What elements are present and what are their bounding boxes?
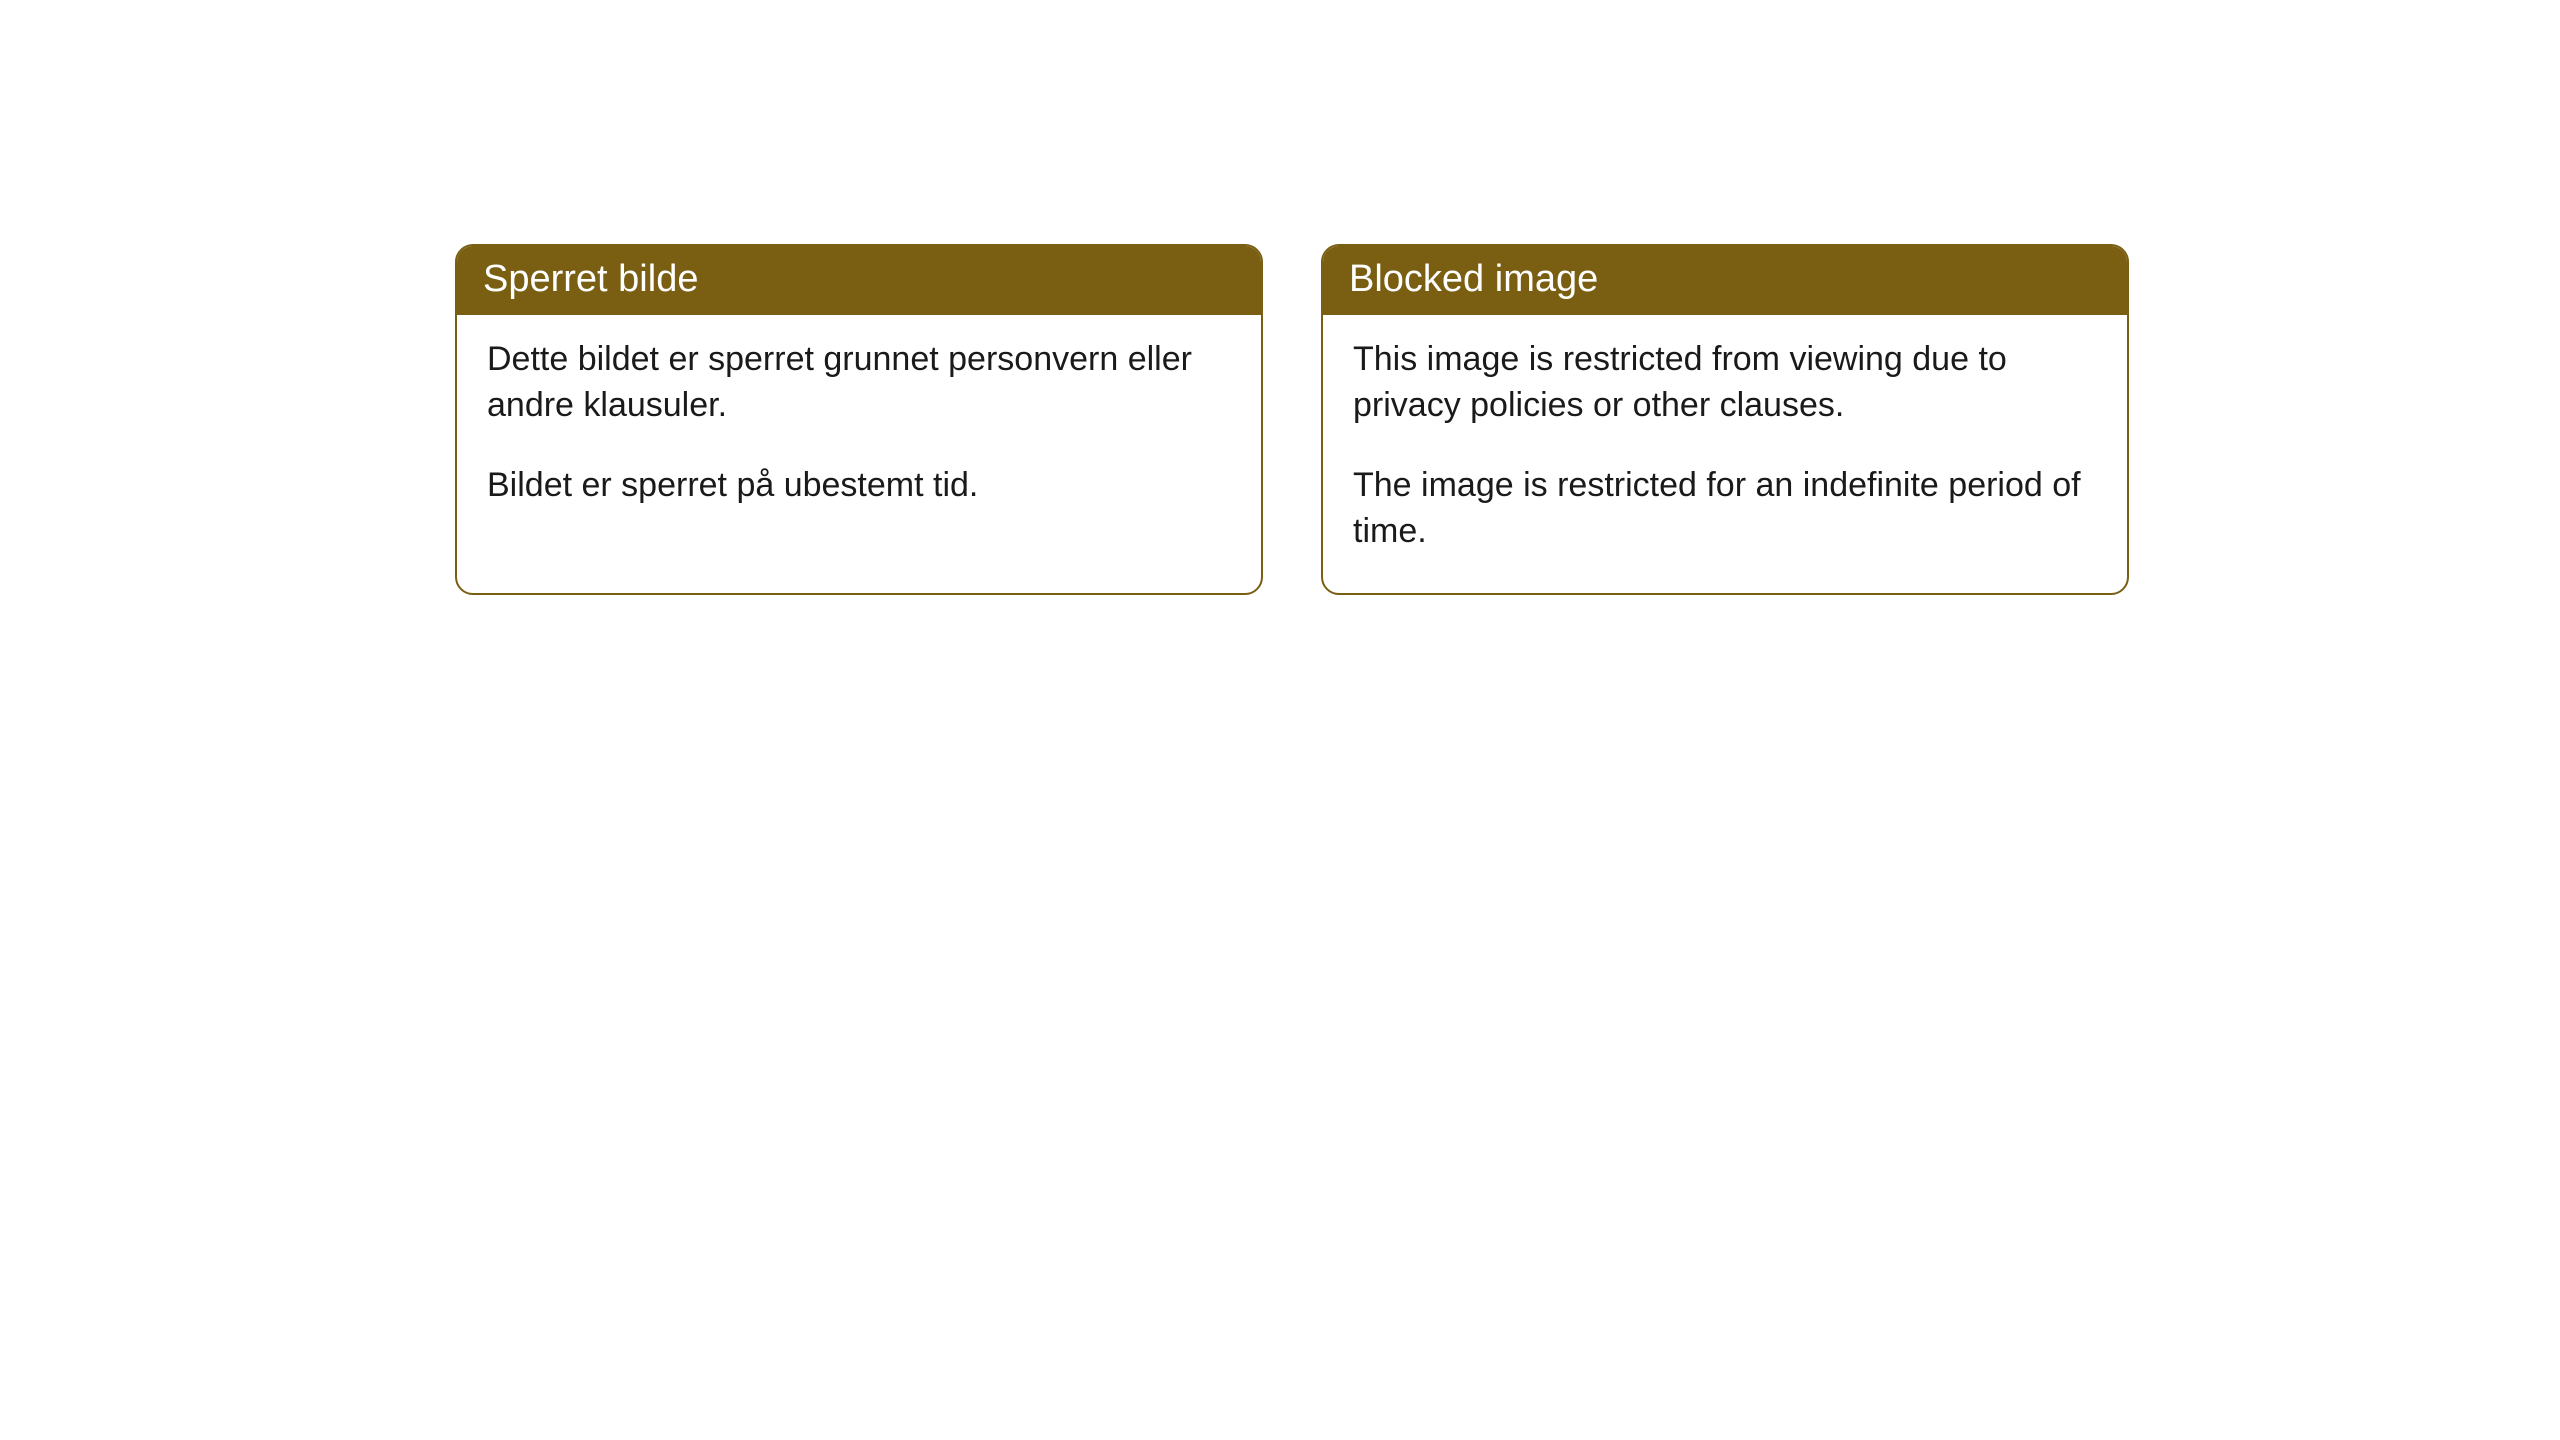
blocked-image-card-no: Sperret bilde Dette bildet er sperret gr… xyxy=(455,244,1263,595)
card-header: Blocked image xyxy=(1323,246,2127,315)
notice-cards-container: Sperret bilde Dette bildet er sperret gr… xyxy=(455,244,2129,595)
card-body: This image is restricted from viewing du… xyxy=(1323,315,2127,593)
card-paragraph: Bildet er sperret på ubestemt tid. xyxy=(487,463,1231,509)
card-title: Blocked image xyxy=(1349,258,1598,300)
card-paragraph: This image is restricted from viewing du… xyxy=(1353,337,2097,429)
card-title: Sperret bilde xyxy=(483,258,698,300)
card-paragraph: The image is restricted for an indefinit… xyxy=(1353,463,2097,555)
card-header: Sperret bilde xyxy=(457,246,1261,315)
card-paragraph: Dette bildet er sperret grunnet personve… xyxy=(487,337,1231,429)
blocked-image-card-en: Blocked image This image is restricted f… xyxy=(1321,244,2129,595)
card-body: Dette bildet er sperret grunnet personve… xyxy=(457,315,1261,547)
